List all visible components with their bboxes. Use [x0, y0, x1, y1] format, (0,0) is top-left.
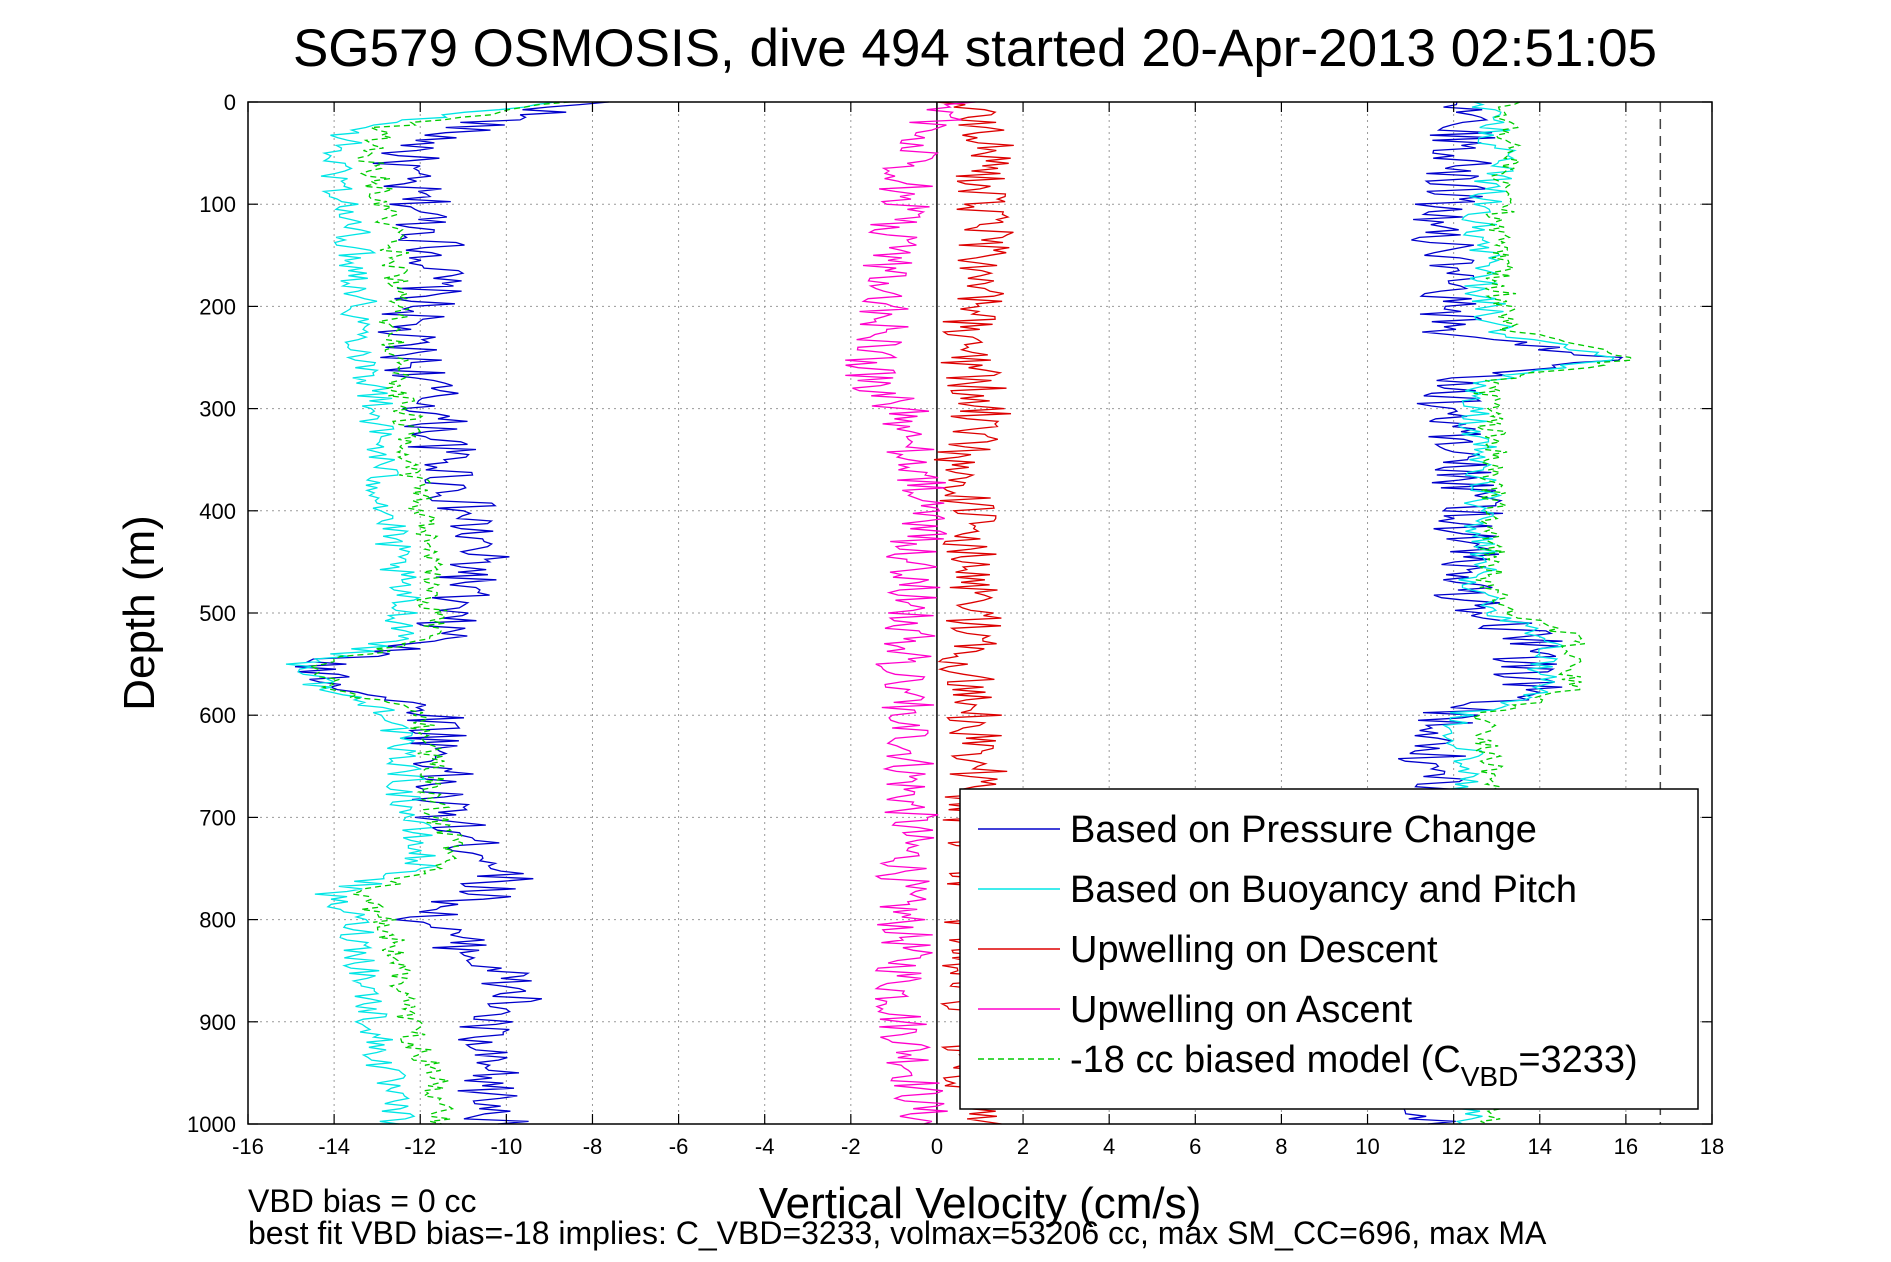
legend-label-subscript: VBD: [1461, 1061, 1519, 1092]
y-tick-label: 500: [199, 601, 236, 626]
legend-label-text: Based on Pressure Change: [1070, 809, 1537, 851]
legend-label: Based on Buoyancy and Pitch: [1070, 869, 1577, 911]
legend-label-text: Upwelling on Ascent: [1070, 989, 1413, 1031]
x-tick-label: -2: [841, 1134, 861, 1159]
x-tick-label: -14: [318, 1134, 350, 1159]
x-tick-label: 16: [1614, 1134, 1638, 1159]
x-tick-label: 12: [1441, 1134, 1465, 1159]
x-axis-label: Vertical Velocity (cm/s): [759, 1179, 1202, 1228]
x-tick-label: -10: [490, 1134, 522, 1159]
x-tick-label: 6: [1189, 1134, 1201, 1159]
legend-label: Upwelling on Descent: [1070, 929, 1438, 971]
series-4-line: [845, 101, 976, 1125]
x-tick-label: -8: [583, 1134, 603, 1159]
x-tick-label: -16: [232, 1134, 264, 1159]
legend-label-suffix: =3233): [1518, 1039, 1637, 1081]
y-tick-label: 700: [199, 805, 236, 830]
legend-label: Based on Pressure Change: [1070, 809, 1537, 851]
x-tick-label: 8: [1275, 1134, 1287, 1159]
legend-label-text: -18 cc biased model (C: [1070, 1039, 1461, 1081]
y-tick-label: 800: [199, 908, 236, 933]
x-tick-label: 4: [1103, 1134, 1115, 1159]
y-tick-label: 200: [199, 294, 236, 319]
x-tick-label: -4: [755, 1134, 775, 1159]
chart-title: SG579 OSMOSIS, dive 494 started 20-Apr-2…: [293, 19, 1657, 78]
footer-line-2: best fit VBD bias=-18 implies: C_VBD=323…: [248, 1215, 1547, 1251]
legend-label: Upwelling on Ascent: [1070, 989, 1413, 1031]
series-1-line-descent: [294, 101, 609, 1125]
y-tick-label: 400: [199, 499, 236, 524]
y-axis: 0 100 200 300 400 500 600 700 800 900 1000: [187, 90, 1712, 1137]
y-tick-label: 1000: [187, 1112, 236, 1137]
series-2-line-descent: [285, 101, 556, 1125]
series-5-line-descent: [309, 101, 570, 1125]
x-axis: -16 -14 -12 -10 -8 -6 -4 -2 0 2 4 6 8 10 12 14 16 18: [232, 102, 1724, 1159]
footer-line-1: VBD bias = 0 cc: [248, 1183, 477, 1219]
legend-box: [959, 788, 1699, 1110]
x-tick-label: 0: [931, 1134, 943, 1159]
legend-label-text: Based on Buoyancy and Pitch: [1070, 869, 1577, 911]
legend-label: -18 cc biased model (CVBD=3233): [1070, 1039, 1638, 1092]
y-tick-label: 100: [199, 192, 236, 217]
y-axis-label: Depth (m): [115, 515, 164, 711]
x-tick-label: -6: [669, 1134, 689, 1159]
y-tick-label: 300: [199, 397, 236, 422]
x-tick-label: 18: [1700, 1134, 1724, 1159]
x-tick-label: 2: [1017, 1134, 1029, 1159]
x-tick-label: -12: [404, 1134, 436, 1159]
x-tick-label: 10: [1355, 1134, 1379, 1159]
x-tick-label: 14: [1528, 1134, 1552, 1159]
legend: Based on Pressure Change Based on Buoyanc…: [959, 788, 1699, 1110]
y-tick-label: 0: [224, 90, 236, 115]
legend-label-text: Upwelling on Descent: [1070, 929, 1438, 971]
y-tick-label: 900: [199, 1010, 236, 1035]
y-tick-label: 600: [199, 703, 236, 728]
